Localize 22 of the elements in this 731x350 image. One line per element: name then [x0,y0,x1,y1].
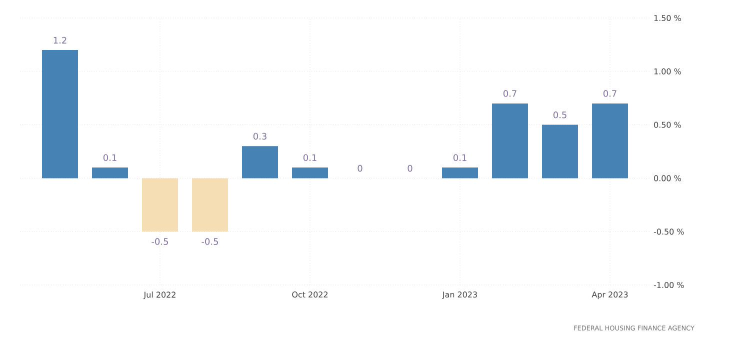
data-label: 0.1 [303,154,316,161]
data-label: 0.1 [453,154,466,161]
bar [542,124,578,178]
data-label: -0.5 [152,238,168,245]
data-label: 0 [408,164,412,172]
bar [592,103,628,178]
data-label: 0.5 [553,111,566,118]
bar [42,50,78,178]
bar [142,178,178,232]
data-label: 0.7 [603,90,616,97]
data-label: 0.1 [103,154,116,161]
data-label: 0 [358,164,362,172]
bar [192,178,228,232]
data-label: -0.5 [202,238,218,245]
data-label: 0.7 [503,90,516,97]
bar [292,168,328,178]
data-label: 1.2 [54,36,66,44]
bar [92,168,128,178]
data-label: 0.3 [253,132,266,140]
bar [442,168,478,178]
bar [242,146,278,178]
bar [492,103,528,178]
